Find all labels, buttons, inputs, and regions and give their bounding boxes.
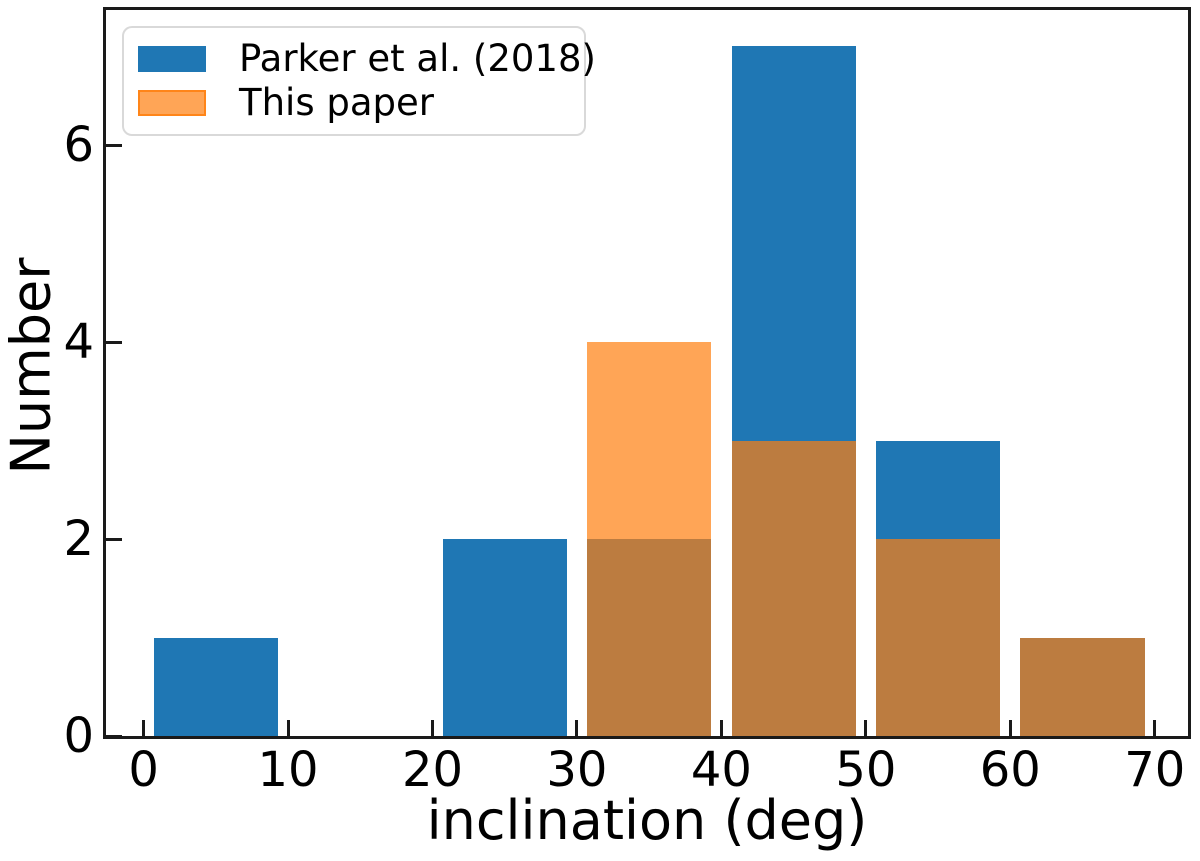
legend-item-this-paper: This paper xyxy=(138,81,584,125)
legend-label-this-paper: This paper xyxy=(239,80,434,124)
x-tick-label-30: 30 xyxy=(546,742,608,798)
legend-item-parker: Parker et al. (2018) xyxy=(138,37,596,81)
legend-swatch-this-paper-icon xyxy=(138,90,206,116)
x-axis-label: inclination (deg) xyxy=(426,789,868,852)
plot-inner xyxy=(106,10,1188,736)
plot-area xyxy=(103,7,1191,739)
x-tick-label-50: 50 xyxy=(835,742,897,798)
x-tick-40 xyxy=(719,720,723,736)
x-tick-label-40: 40 xyxy=(690,742,752,798)
bar-series0-bin-20-30 xyxy=(442,539,567,736)
x-tick-label-20: 20 xyxy=(401,742,464,798)
legend-label-parker: Parker et al. (2018) xyxy=(239,36,596,80)
x-tick-30 xyxy=(575,720,579,736)
x-tick-10 xyxy=(286,720,290,736)
bar-series0-bin-0-10 xyxy=(153,637,278,736)
y-tick-label-6: 6 xyxy=(63,117,94,173)
y-tick-2 xyxy=(106,537,122,541)
bar-series1-bin-40-50 xyxy=(731,440,856,736)
y-tick-label-4: 4 xyxy=(63,314,94,370)
y-tick-label-2: 2 xyxy=(63,511,94,567)
y-tick-label-0: 0 xyxy=(63,708,94,764)
bar-series1-bin-60-70 xyxy=(1020,637,1145,736)
legend: Parker et al. (2018) This paper xyxy=(122,26,596,136)
y-tick-6 xyxy=(106,143,122,147)
y-axis-label: Number xyxy=(0,257,63,475)
x-tick-label-60: 60 xyxy=(979,742,1041,798)
x-tick-0 xyxy=(142,720,146,736)
x-tick-50 xyxy=(864,720,868,736)
x-tick-20 xyxy=(431,720,434,736)
x-tick-label-10: 10 xyxy=(257,742,319,798)
legend-swatch-parker-icon xyxy=(138,46,206,72)
bar-series1-bin-50-60 xyxy=(876,539,1001,736)
x-tick-label-0: 0 xyxy=(128,742,159,798)
y-tick-0 xyxy=(106,734,122,736)
y-tick-4 xyxy=(106,340,122,344)
x-tick-70 xyxy=(1153,720,1157,736)
x-tick-60 xyxy=(1008,720,1012,736)
bar-series1-bin-30-40 xyxy=(587,342,712,736)
x-tick-label-70: 70 xyxy=(1124,742,1186,798)
